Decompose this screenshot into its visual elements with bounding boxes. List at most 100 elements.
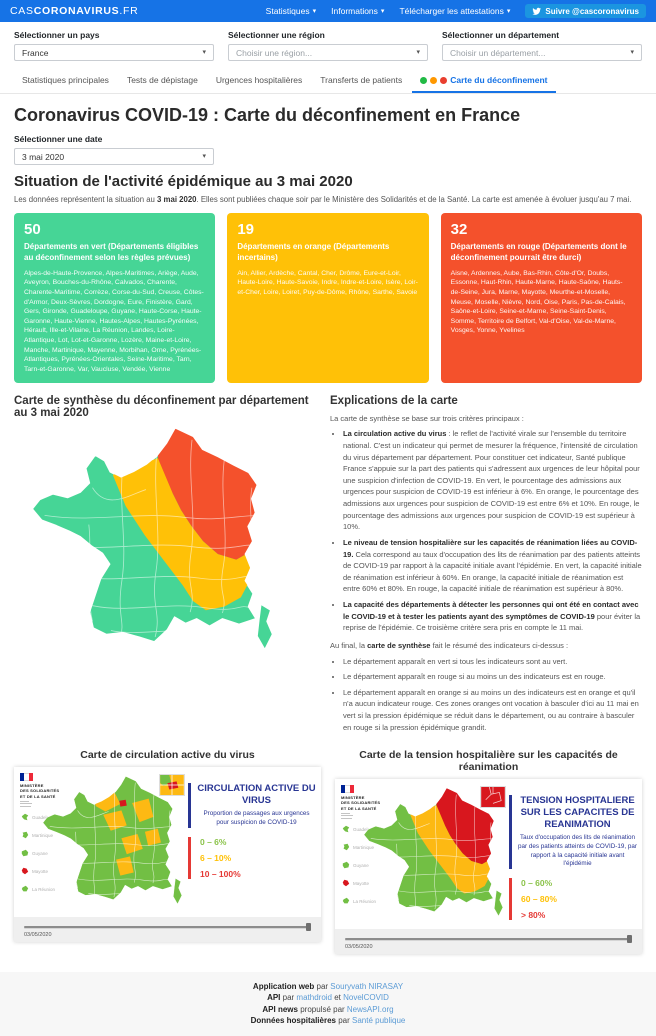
green-dot-icon <box>420 76 428 84</box>
tab-carte-du-deconfinement[interactable]: Carte du déconfinement <box>412 70 556 93</box>
footer-link-author[interactable]: Souryvath NIRASAY <box>330 982 404 992</box>
red-departments-card: 32 Départements en rouge (Départements d… <box>440 213 642 383</box>
criterion-bold: La capacité des départements à détecter … <box>343 600 639 621</box>
nav-item-label: Informations <box>331 6 378 16</box>
icu-date-slider[interactable]: 03/05/2020 <box>335 929 642 955</box>
twitter-bird-icon <box>532 7 542 15</box>
legend-item-red: > 80% <box>521 910 546 921</box>
site-logo[interactable]: CASCORONAVIRUS.FR <box>10 5 138 17</box>
tab-urgences-hospitalieres[interactable]: Urgences hospitalières <box>215 75 303 85</box>
footer-link-mathdroid[interactable]: mathdroid <box>296 993 332 1003</box>
footer-link-sante-publique[interactable]: Santé publique <box>351 1015 406 1025</box>
status-cards: 50 Départements en vert (Départements él… <box>14 213 642 383</box>
chevron-down-icon: ▾ <box>630 49 634 56</box>
summary-bold: carte de synthèse <box>367 640 431 650</box>
summary-post: fait le résumé des indicateurs ci-dessus… <box>430 640 569 650</box>
intro-pre: Les données représentent la situation au <box>14 195 158 204</box>
slider-date-label: 03/05/2020 <box>24 932 52 939</box>
summary-intro: Au final, la carte de synthèse fait le r… <box>330 640 642 652</box>
explanations-heading: Explications de la carte <box>330 394 458 407</box>
red-card-title: Départements en rouge (Départements dont… <box>450 242 627 262</box>
country-select[interactable]: France ▾ <box>14 44 214 61</box>
ministry-line: ET DE LA SANTÉ <box>20 793 56 799</box>
territory-shape-icon <box>21 814 29 821</box>
twitter-follow-label: Suivre @cascoronavirus <box>545 6 639 16</box>
footer-text: et <box>332 993 344 1003</box>
department-select[interactable]: Choisir un département... ▾ <box>442 44 642 61</box>
twitter-follow-button[interactable]: Suivre @cascoronavirus <box>525 4 646 18</box>
footer-line: API par mathdroid et NovelCOVID <box>0 992 656 1003</box>
orange-count: 19 <box>237 221 255 238</box>
virus-map-card: MINISTÈRE DES SOLIDARITÉS ET DE LA SANTÉ G… <box>14 767 321 943</box>
criterion-text: pour éviter la reprise de l'épidémie. Ce… <box>343 611 641 633</box>
idf-inset-map <box>159 774 185 797</box>
page-title: Coronavirus COVID-19 : Carte du déconfin… <box>14 105 521 125</box>
footer-label: Application web <box>252 982 315 992</box>
department-select-label: Sélectionner un département <box>442 30 560 40</box>
explanations-intro: La carte de synthèse se base sur trois c… <box>330 413 524 423</box>
footer-label: API <box>267 993 281 1003</box>
date-select[interactable]: 3 mai 2020 ▾ <box>14 148 214 165</box>
footer-text: par <box>314 982 331 992</box>
chevron-down-icon: ▾ <box>202 153 206 160</box>
date-select-label: Sélectionner une date <box>14 134 103 144</box>
footer-link-novelcovid[interactable]: NovelCOVID <box>343 993 389 1003</box>
tab-transferts-de-patients[interactable]: Transferts de patients <box>320 75 403 85</box>
tab-bar: Statistiques principales Tests de dépist… <box>0 70 656 94</box>
ministry-line: MINISTÈRE <box>341 795 365 801</box>
nav-item-statistiques[interactable]: Statistiques ▾ <box>266 6 316 16</box>
red-department-list: Aisne, Ardennes, Aube, Bas-Rhin, Côte-d'… <box>450 269 626 335</box>
criterion-bold: Le niveau de tension hospitalière sur le… <box>343 537 638 559</box>
region-select[interactable]: Choisir une région... ▾ <box>228 44 428 61</box>
territory-shape-icon <box>21 850 29 857</box>
date-select-value: 3 mai 2020 <box>22 151 65 162</box>
criterion-bold: La circulation active du virus <box>343 429 447 439</box>
tab-label: Carte du déconfinement <box>450 75 548 85</box>
french-flag-icon <box>341 785 354 794</box>
icu-map-card: MINISTÈRE DES SOLIDARITÉS ET DE LA SANTÉ G… <box>335 779 642 955</box>
red-count: 32 <box>450 221 468 238</box>
criteria-list: La circulation active du virus : le refl… <box>343 428 642 634</box>
summary-pre: Au final, la <box>330 640 368 650</box>
territory-shape-icon <box>343 844 350 851</box>
slider-handle[interactable] <box>306 923 311 932</box>
virus-legend: CIRCULATION ACTIVE DU VIRUS Proportion d… <box>188 783 316 884</box>
slider-handle[interactable] <box>627 935 632 944</box>
footer-line: Données hospitalières par Santé publique <box>0 1015 656 1026</box>
slider-track[interactable] <box>24 923 311 932</box>
nav-item-informations[interactable]: Informations ▾ <box>331 6 384 16</box>
synthesis-france-map <box>32 427 273 650</box>
virus-date-slider[interactable]: 03/05/2020 <box>14 917 321 943</box>
green-count: 50 <box>24 221 41 238</box>
tab-statistiques-principales[interactable]: Statistiques principales <box>22 75 109 85</box>
criterion-item: Le niveau de tension hospitalière sur le… <box>343 537 642 595</box>
department-select-placeholder: Choisir un département... <box>450 47 546 58</box>
top-navbar: CASCORONAVIRUS.FR Statistiques ▾ Informat… <box>0 0 656 22</box>
idf-inset-map <box>480 786 506 809</box>
slider-track[interactable] <box>345 935 632 944</box>
red-dot-icon <box>440 76 448 84</box>
tab-tests-de-depistage[interactable]: Tests de dépistage <box>126 75 198 85</box>
slider-date-label: 03/05/2020 <box>345 944 373 951</box>
territory-shape-icon <box>22 832 29 839</box>
region-select-label: Sélectionner une région <box>228 30 325 40</box>
situation-intro: Les données représentent la situation au… <box>14 195 642 204</box>
orange-department-list: Ain, Allier, Ardèche, Cantal, Cher, Drôm… <box>237 269 418 296</box>
orange-card-title: Départements en orange (Départements inc… <box>237 242 390 262</box>
green-departments-card: 50 Départements en vert (Départements él… <box>14 213 216 383</box>
region-select-placeholder: Choisir une région... <box>236 47 313 58</box>
summary-list: Le département apparaît en vert si tous … <box>343 656 642 734</box>
criterion-text: Cela correspond au taux d'occupation des… <box>343 549 642 594</box>
ministry-line: DES SOLIDARITÉS <box>20 788 60 794</box>
footer-link-newsapi[interactable]: NewsAPI.org <box>346 1004 394 1014</box>
territory-shape-icon <box>342 880 350 887</box>
chevron-down-icon: ▾ <box>202 49 206 56</box>
territory-shape-icon <box>342 826 350 833</box>
legend-item-orange: 6 – 10% <box>200 852 232 863</box>
nav-item-label: Statistiques <box>265 6 310 16</box>
footer-label: Données hospitalières <box>250 1015 336 1025</box>
icu-legend-title: TENSION HOSPITALIERE SUR LES CAPACITES D… <box>520 795 635 831</box>
footer-text: propulsé par <box>297 1004 347 1014</box>
nav-item-attestations[interactable]: Télécharger les attestations ▾ <box>399 6 510 16</box>
footer-line: API news propulsé par NewsAPI.org <box>0 1004 656 1015</box>
